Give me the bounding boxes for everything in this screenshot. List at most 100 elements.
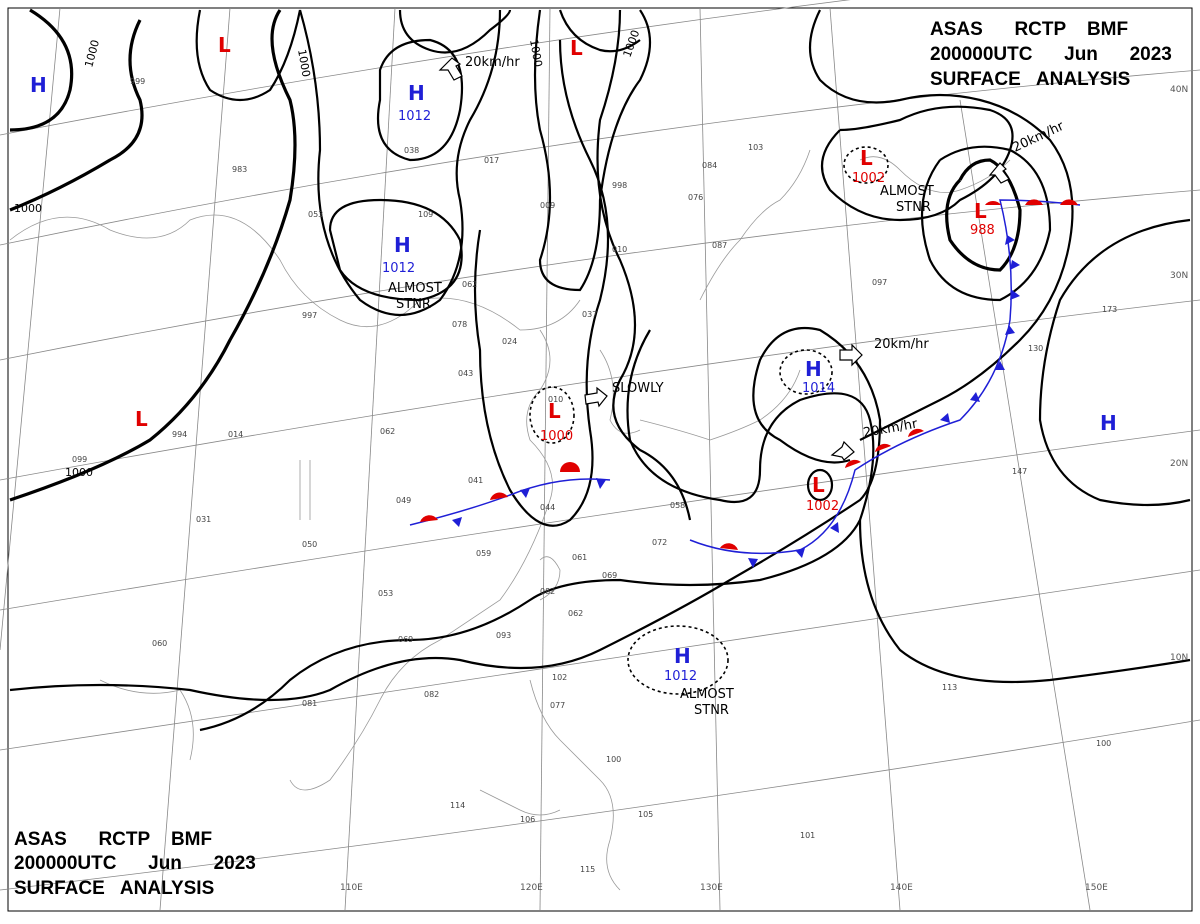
- lon-label: 110E: [340, 883, 363, 893]
- station-value: 998: [612, 181, 627, 190]
- fronts: [409, 199, 1081, 568]
- station-value: 072: [652, 538, 667, 547]
- station-value: 102: [552, 673, 567, 682]
- station-value: 994: [172, 430, 187, 439]
- note-line: ALMOST: [388, 281, 442, 296]
- station-value: 037: [582, 310, 597, 319]
- isobar-label: 1000: [295, 48, 313, 78]
- lon-label: 120E: [520, 883, 543, 893]
- station-value: 062: [380, 427, 395, 436]
- station-value: 101: [800, 831, 815, 840]
- note-almost-stnr: ALMOST STNR: [880, 184, 938, 215]
- station-value: 115: [580, 865, 595, 874]
- isobar-label: 1000: [65, 466, 93, 479]
- station-plots: 999 983 053 109 038 017 009 998 076 084 …: [72, 77, 1117, 874]
- station-value: 084: [702, 161, 717, 170]
- station-value: 147: [1012, 467, 1027, 476]
- station-value: 087: [712, 241, 727, 250]
- station-value: 058: [670, 501, 685, 510]
- station-value: 038: [404, 146, 419, 155]
- low-center: L: [812, 473, 825, 497]
- high-value: 1012: [664, 669, 697, 684]
- station-value: 173: [1102, 305, 1117, 314]
- station-value: 041: [468, 476, 483, 485]
- note-slowly: SLOWLY: [612, 381, 664, 396]
- station-value: 103: [748, 143, 763, 152]
- station-value: 017: [484, 156, 499, 165]
- high-value: 1014: [802, 381, 835, 396]
- note-motion: 20km/hr: [1010, 119, 1067, 156]
- station-value: 069: [398, 635, 413, 644]
- isobar-label: 1000: [621, 28, 643, 59]
- station-value: 077: [550, 701, 565, 710]
- high-center: H: [394, 233, 411, 257]
- station-value: 105: [638, 810, 653, 819]
- station-value: 060: [152, 639, 167, 648]
- high-center: H: [805, 357, 822, 381]
- station-value: 024: [502, 337, 517, 346]
- low-center: L: [570, 36, 583, 60]
- low-center: L: [218, 33, 231, 57]
- station-value: 053: [308, 210, 323, 219]
- station-value: 043: [458, 369, 473, 378]
- station-value: 062: [462, 280, 477, 289]
- station-value: 997: [302, 311, 317, 320]
- note-almost-stnr: ALMOST STNR: [680, 687, 738, 718]
- note-motion: 20km/hr: [874, 337, 929, 352]
- header-bottom-line2: 200000UTC Jun 2023: [14, 853, 256, 874]
- high-value: 1012: [398, 109, 431, 124]
- station-value: 059: [476, 549, 491, 558]
- header-top-line2: 200000UTC Jun 2023: [930, 44, 1172, 65]
- low-center: L: [860, 146, 873, 170]
- lat-label: 30N: [1170, 271, 1188, 281]
- header-top: ASAS RCTP BMF 200000UTC Jun 2023 SURFACE…: [930, 19, 1172, 90]
- lon-label: 150E: [1085, 883, 1108, 893]
- isobar-label: 1000: [14, 202, 42, 215]
- station-value: 109: [418, 210, 433, 219]
- pressure-centers: H H 1012 H 1012 H 1014 H H 1012 L L L 10…: [30, 33, 1117, 684]
- station-value: 114: [450, 801, 465, 810]
- station-value: 082: [424, 690, 439, 699]
- header-bottom-line3: SURFACE ANALYSIS: [14, 878, 214, 899]
- station-value: 010: [612, 245, 627, 254]
- isobars: [9, 8, 1191, 732]
- station-value: 050: [302, 540, 317, 549]
- low-value: 1002: [806, 499, 839, 514]
- station-value: 076: [688, 193, 703, 202]
- note-line: STNR: [896, 200, 931, 215]
- motion-arrows: [438, 57, 1010, 461]
- coordinate-labels: 110E 120E 130E 140E 150E 40N 30N 20N 10N: [340, 85, 1188, 893]
- station-value: 078: [452, 320, 467, 329]
- lat-label: 20N: [1170, 459, 1188, 469]
- note-almost-stnr: ALMOST STNR: [388, 281, 446, 312]
- lon-label: 130E: [700, 883, 723, 893]
- dotted-isobars: [529, 146, 889, 695]
- low-center: L: [135, 407, 148, 431]
- station-value: 097: [872, 278, 887, 287]
- station-value: 113: [942, 683, 957, 692]
- station-value: 061: [572, 553, 587, 562]
- station-value: 031: [196, 515, 211, 524]
- note-line: ALMOST: [680, 687, 734, 702]
- lon-label: 140E: [890, 883, 913, 893]
- note-line: STNR: [396, 297, 431, 312]
- header-top-line3: SURFACE ANALYSIS: [930, 69, 1130, 90]
- isobar-label: 1000: [527, 38, 545, 68]
- station-value: 130: [1028, 344, 1043, 353]
- station-value: 093: [496, 631, 511, 640]
- header-top-line1: ASAS RCTP BMF: [930, 19, 1128, 40]
- station-value: 014: [228, 430, 243, 439]
- lat-label: 40N: [1170, 85, 1188, 95]
- low-value: 1000: [540, 429, 573, 444]
- station-value: 010: [548, 395, 563, 404]
- note-line: STNR: [694, 703, 729, 718]
- isobar-label: 1000: [82, 38, 102, 68]
- station-value: 009: [540, 201, 555, 210]
- high-center: H: [674, 644, 691, 668]
- station-value: 099: [72, 455, 87, 464]
- station-value: 100: [606, 755, 621, 764]
- low-center: L: [548, 399, 561, 423]
